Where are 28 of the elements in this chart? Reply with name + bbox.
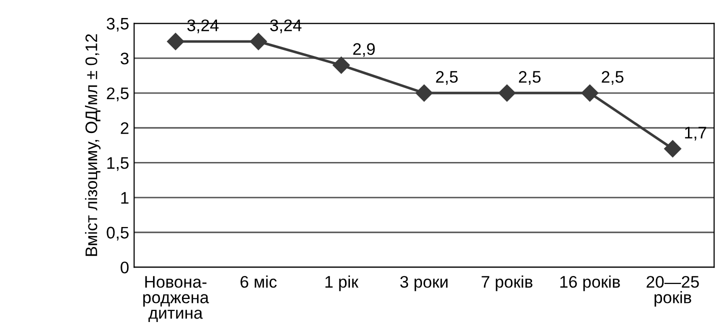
point [416, 84, 433, 102]
y-tick-label: 1,5 [107, 157, 129, 171]
x-tick-label: 7 років [482, 276, 532, 292]
x-tick-label: 16 років [560, 276, 620, 292]
y-tick-label: 3 [120, 52, 129, 64]
data-label: 1,7 [685, 126, 706, 141]
x-tick-label: 6 міс [240, 276, 277, 288]
y-tick-label: 0,5 [106, 226, 129, 241]
x-tick-label: 3 роки [400, 276, 448, 292]
point [167, 32, 184, 50]
point [498, 84, 516, 102]
y-tick-label: 1 [121, 192, 128, 204]
point [250, 32, 267, 50]
x-tick-label: Новона- роджена дитина [143, 276, 209, 322]
point [664, 140, 682, 158]
point [581, 84, 598, 102]
y-tick-label: 0 [120, 262, 129, 274]
y-axis-title: Вміст лізоциму, ОД/мл ± 0,12 [85, 34, 101, 256]
y-tick-label: 3,5 [106, 18, 129, 32]
point [332, 56, 350, 74]
data-label: 2,5 [602, 71, 624, 85]
y-tick-label: 2,5 [106, 87, 129, 102]
x-tick-label: 20—25 років [646, 276, 699, 307]
data-label: 2,5 [518, 71, 541, 85]
data-label: 2,9 [353, 43, 375, 57]
data-label: 2,5 [436, 71, 458, 85]
y-tick-label: 2 [120, 122, 128, 134]
x-tick-label: 1 рік [325, 276, 358, 292]
